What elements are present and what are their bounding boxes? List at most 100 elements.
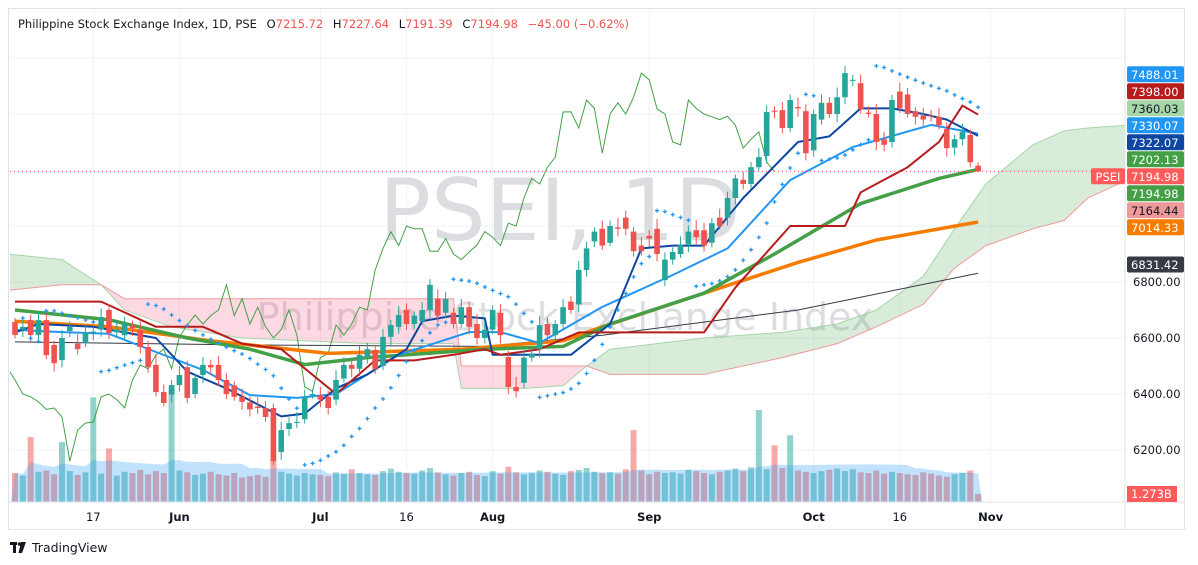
- candle[interactable]: [137, 321, 144, 354]
- price-axis-label[interactable]: 7014.33: [1127, 219, 1184, 236]
- candle[interactable]: [184, 360, 191, 404]
- candle[interactable]: [544, 317, 551, 343]
- candle[interactable]: [575, 260, 582, 313]
- candle[interactable]: [521, 350, 527, 388]
- candle[interactable]: [662, 252, 668, 287]
- candle[interactable]: [928, 110, 934, 122]
- candle[interactable]: [896, 82, 903, 113]
- candle[interactable]: [756, 147, 762, 171]
- candle[interactable]: [536, 316, 543, 358]
- candle[interactable]: [35, 310, 42, 341]
- candle[interactable]: [677, 236, 684, 258]
- candle[interactable]: [881, 131, 887, 152]
- candle[interactable]: [826, 96, 833, 118]
- candle[interactable]: [943, 122, 950, 157]
- candle[interactable]: [622, 210, 629, 236]
- candle[interactable]: [724, 191, 731, 226]
- candle[interactable]: [560, 299, 566, 329]
- candle[interactable]: [850, 75, 856, 87]
- candle[interactable]: [583, 241, 590, 277]
- candle[interactable]: [458, 298, 465, 328]
- candle[interactable]: [411, 311, 418, 329]
- candle[interactable]: [215, 355, 222, 387]
- candle[interactable]: [591, 227, 598, 247]
- candle[interactable]: [192, 374, 198, 399]
- candle[interactable]: [474, 314, 480, 345]
- candle[interactable]: [106, 304, 112, 339]
- candle[interactable]: [168, 380, 175, 403]
- candle[interactable]: [427, 279, 433, 318]
- candle[interactable]: [505, 350, 512, 395]
- price-axis-label[interactable]: 7330.07: [1127, 117, 1184, 134]
- candle[interactable]: [207, 359, 214, 375]
- candle[interactable]: [348, 359, 355, 378]
- candle[interactable]: [372, 346, 378, 374]
- candle[interactable]: [920, 107, 927, 127]
- candle[interactable]: [975, 162, 981, 173]
- candle[interactable]: [646, 229, 653, 247]
- candle[interactable]: [568, 296, 574, 314]
- candle[interactable]: [278, 421, 285, 460]
- candle[interactable]: [419, 301, 425, 325]
- candle[interactable]: [129, 320, 136, 337]
- candle[interactable]: [482, 322, 488, 344]
- price-axis-label[interactable]: 7360.03: [1127, 100, 1184, 117]
- candle[interactable]: [795, 97, 801, 117]
- candle[interactable]: [309, 389, 316, 399]
- candle[interactable]: [43, 313, 50, 360]
- candle[interactable]: [74, 334, 81, 355]
- price-axis-label[interactable]: 6831.42: [1127, 256, 1184, 273]
- candle[interactable]: [771, 106, 778, 119]
- candle[interactable]: [912, 107, 919, 125]
- candle[interactable]: [231, 381, 238, 401]
- candle[interactable]: [669, 247, 676, 265]
- candle[interactable]: [153, 354, 159, 397]
- price-axis-label[interactable]: 7194.98 PSEI: [1091, 168, 1184, 185]
- candle[interactable]: [959, 123, 966, 146]
- candle[interactable]: [936, 107, 942, 130]
- plot-area[interactable]: PSEI, 1DPhilippine Stock Exchange Index: [0, 10, 1127, 502]
- candle[interactable]: [239, 388, 245, 410]
- candle[interactable]: [740, 171, 746, 190]
- candle[interactable]: [528, 348, 535, 362]
- candle[interactable]: [842, 65, 848, 105]
- candle[interactable]: [51, 340, 57, 372]
- candle[interactable]: [873, 103, 880, 150]
- candle[interactable]: [654, 219, 660, 262]
- candle[interactable]: [693, 220, 700, 245]
- candle[interactable]: [607, 220, 613, 247]
- candle[interactable]: [638, 237, 645, 256]
- price-axis-label[interactable]: 7164.44: [1127, 202, 1184, 219]
- price-axis-label[interactable]: 7398.00: [1127, 83, 1184, 100]
- candle[interactable]: [380, 329, 386, 370]
- price-axis-label[interactable]: 7202.13: [1127, 151, 1184, 168]
- candle[interactable]: [160, 384, 167, 407]
- candle[interactable]: [317, 386, 324, 408]
- candle[interactable]: [497, 304, 504, 344]
- candle[interactable]: [709, 218, 715, 248]
- candle[interactable]: [333, 369, 339, 405]
- candle[interactable]: [857, 74, 864, 114]
- candle[interactable]: [341, 357, 347, 383]
- candle[interactable]: [223, 373, 230, 400]
- candle[interactable]: [403, 303, 410, 330]
- candle[interactable]: [787, 94, 793, 133]
- candle[interactable]: [779, 101, 786, 134]
- candle[interactable]: [176, 366, 183, 392]
- candle[interactable]: [716, 208, 723, 230]
- candle[interactable]: [364, 342, 371, 364]
- candle[interactable]: [435, 289, 441, 323]
- candle[interactable]: [599, 220, 606, 251]
- candle[interactable]: [270, 403, 277, 465]
- candle[interactable]: [685, 225, 692, 253]
- candle[interactable]: [967, 129, 974, 168]
- candle[interactable]: [395, 305, 402, 334]
- candle[interactable]: [294, 412, 300, 429]
- candle[interactable]: [356, 345, 363, 377]
- price-axis-label[interactable]: 7194.98: [1127, 185, 1184, 202]
- candle[interactable]: [247, 396, 253, 417]
- candle[interactable]: [121, 316, 128, 339]
- candle[interactable]: [748, 161, 754, 189]
- candle[interactable]: [12, 318, 18, 339]
- candle[interactable]: [113, 319, 120, 338]
